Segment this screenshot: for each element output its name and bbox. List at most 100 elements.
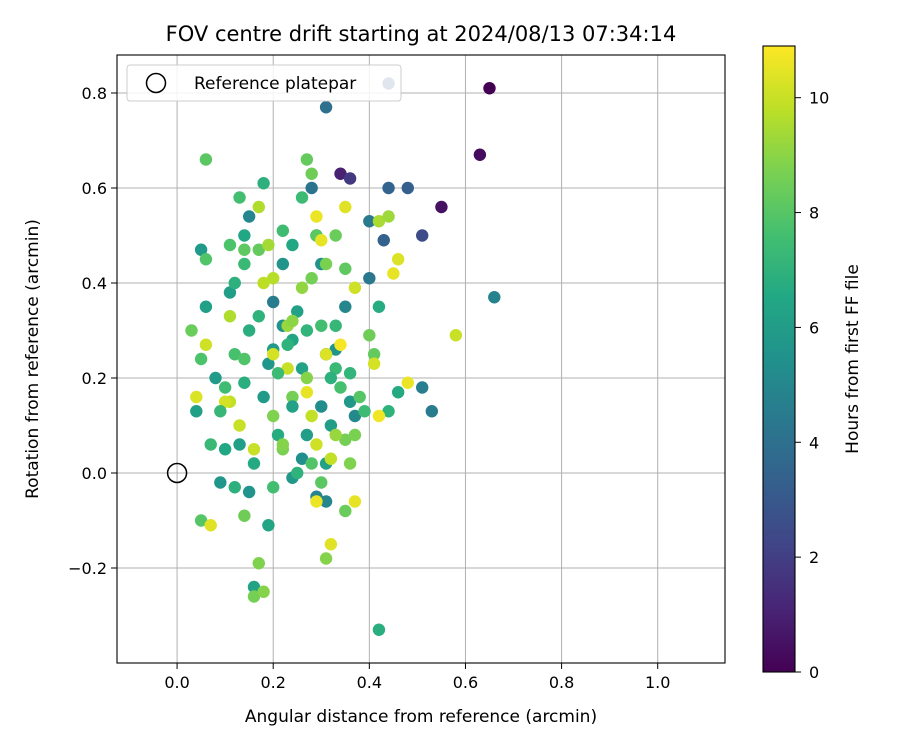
scatter-point (339, 262, 352, 275)
scatter-point (319, 101, 333, 114)
scatter-point (315, 319, 328, 332)
scatter-point (363, 272, 376, 285)
scatter-point (228, 481, 241, 494)
scatter-point (238, 376, 251, 389)
scatter-point (367, 357, 381, 370)
colorbar-tick-label: 4 (809, 433, 819, 452)
scatter-point (194, 243, 208, 256)
scatter-point (382, 210, 395, 223)
scatter-point (416, 381, 429, 394)
scatter-point (416, 229, 429, 242)
scatter-point (348, 495, 362, 508)
scatter-point (300, 153, 314, 166)
scatter-point (238, 352, 251, 366)
scatter-point (199, 300, 213, 313)
scatter-point (387, 267, 400, 280)
scatter-point (247, 443, 261, 456)
colorbar-tick-label: 10 (809, 89, 829, 108)
scatter-point (242, 324, 256, 337)
scatter-point (300, 324, 314, 337)
scatter-point (257, 276, 270, 290)
plot-frame (116, 54, 726, 664)
x-tick-label: 0.4 (357, 673, 382, 692)
scatter-point (363, 329, 376, 342)
scatter-point (401, 181, 414, 195)
scatter-point (218, 395, 232, 408)
scatter-point (319, 495, 333, 508)
scatter-point (267, 348, 280, 361)
scatter-point (319, 257, 333, 271)
scatter-point (218, 443, 232, 456)
scatter-point (262, 238, 275, 252)
scatter-point (218, 381, 232, 394)
scatter-point (190, 405, 203, 418)
scatter-point (348, 281, 362, 294)
legend-box (126, 64, 402, 102)
colorbar-ticks: 0 2 4 6 8 10 (795, 89, 829, 682)
y-tick-label: −0.2 (68, 559, 107, 578)
scatter-point (295, 281, 309, 294)
x-tick-label: 0.8 (549, 673, 574, 692)
scatter-point (190, 390, 203, 404)
y-tick-label: 0.8 (82, 84, 107, 103)
scatter-point (233, 419, 246, 432)
scatter-point (199, 253, 213, 266)
scatter-point (242, 485, 256, 499)
scatter-point (247, 457, 261, 470)
scatter-point (223, 286, 237, 299)
scatter-point (233, 191, 246, 204)
scatter-point (334, 167, 347, 180)
scatter-point (267, 481, 280, 494)
scatter-point (194, 352, 208, 366)
scatter-point (367, 348, 381, 361)
scatter-point (281, 362, 294, 375)
scatter-point (228, 348, 241, 361)
colorbar-label: Hours from first FF file (843, 264, 863, 454)
scatter-point (348, 428, 362, 442)
scatter-point (252, 200, 265, 214)
scatter-point (329, 229, 342, 242)
scatter-point (300, 371, 314, 385)
scatter-point (324, 538, 338, 551)
scatter-point (252, 310, 265, 323)
scatter-point (315, 476, 328, 489)
x-tick-label: 0.2 (260, 673, 285, 692)
scatter-point (305, 272, 318, 285)
colorbar: 0 2 4 6 8 10 Hours from first FF file (762, 45, 863, 682)
scatter-point (276, 224, 290, 237)
scatter-point (223, 310, 237, 323)
scatter-point (276, 438, 290, 451)
scatter-point (319, 348, 333, 361)
scatter-point (391, 386, 405, 399)
scatter-point (343, 395, 357, 408)
scatter-point (228, 276, 241, 290)
scatter-point (300, 386, 314, 399)
scatter-point (324, 452, 338, 465)
legend-marker-icon (145, 72, 167, 94)
scatter-point (267, 272, 280, 285)
scatter-point (247, 580, 261, 594)
scatter-point (343, 457, 357, 470)
scatter-point (372, 300, 386, 313)
colorbar-tick-label: 0 (809, 663, 819, 682)
scatter-point (199, 338, 213, 351)
scatter-point (310, 210, 323, 223)
scatter-point (247, 590, 261, 603)
scatter-point (329, 319, 342, 332)
scatter-point (339, 504, 352, 518)
scatter-point (488, 291, 501, 304)
scatter-point (300, 428, 314, 442)
scatter-point (271, 367, 285, 380)
scatter-point (204, 438, 217, 451)
plot-background (117, 55, 725, 663)
scatter-point (319, 552, 333, 565)
scatter-point (473, 148, 487, 161)
scatter-point (348, 409, 362, 423)
scatter-point (223, 238, 237, 252)
scatter-point (305, 409, 318, 423)
scatter-point (483, 82, 496, 95)
scatter-point (286, 314, 299, 328)
scatter-point (339, 200, 352, 214)
scatter-point (291, 305, 304, 318)
